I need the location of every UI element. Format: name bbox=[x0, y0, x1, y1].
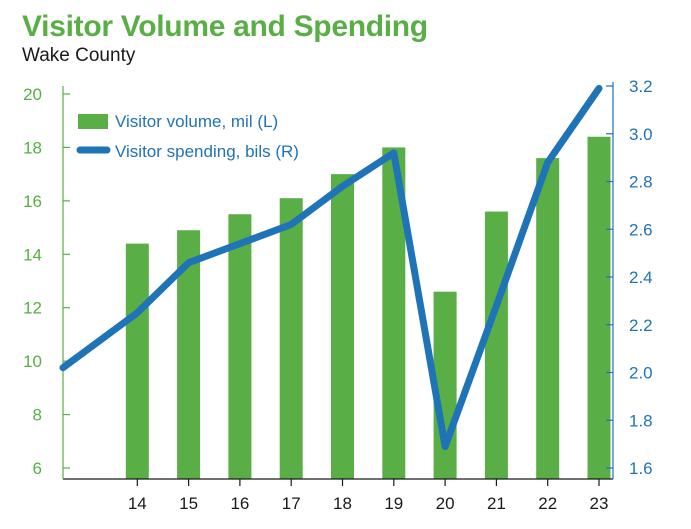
x-tick-label-15: 15 bbox=[179, 494, 198, 513]
bar-volume-19 bbox=[382, 147, 406, 479]
x-tick-label-22: 22 bbox=[538, 494, 557, 513]
left-tick-label-6: 6 bbox=[33, 459, 42, 478]
legend-label-spending: Visitor spending, bils (R) bbox=[115, 142, 299, 161]
bar-volume-22 bbox=[536, 158, 560, 479]
chart-subtitle: Wake County bbox=[22, 45, 136, 66]
right-tick-label-2.0: 2.0 bbox=[629, 364, 653, 383]
right-tick-label-3.0: 3.0 bbox=[629, 125, 653, 144]
x-tick-label-18: 18 bbox=[333, 494, 352, 513]
x-tick-label-16: 16 bbox=[230, 494, 249, 513]
bar-volume-21 bbox=[484, 211, 508, 480]
x-tick-label-20: 20 bbox=[436, 494, 455, 513]
right-tick-label-3.2: 3.2 bbox=[629, 77, 653, 96]
left-tick-label-12: 12 bbox=[23, 299, 42, 318]
x-tick-label-21: 21 bbox=[487, 494, 506, 513]
chart-title: Visitor Volume and Spending bbox=[22, 10, 428, 43]
right-tick-label-2.4: 2.4 bbox=[629, 268, 653, 287]
legend-label-volume: Visitor volume, mil (L) bbox=[115, 112, 278, 131]
right-tick-label-2.2: 2.2 bbox=[629, 316, 653, 335]
right-tick-label-2.6: 2.6 bbox=[629, 220, 653, 239]
bar-volume-17 bbox=[279, 198, 303, 479]
right-tick-label-1.6: 1.6 bbox=[629, 459, 653, 478]
left-tick-label-10: 10 bbox=[23, 352, 42, 371]
bar-volume-23 bbox=[587, 136, 611, 479]
left-tick-label-18: 18 bbox=[23, 138, 42, 157]
right-tick-label-1.8: 1.8 bbox=[629, 411, 653, 430]
right-tick-label-2.8: 2.8 bbox=[629, 173, 653, 192]
bar-volume-15 bbox=[177, 230, 201, 479]
bar-volume-18 bbox=[331, 174, 354, 479]
x-tick-label-17: 17 bbox=[282, 494, 301, 513]
x-tick-label-23: 23 bbox=[590, 494, 609, 513]
bar-volume-16 bbox=[228, 214, 252, 479]
x-tick-label-14: 14 bbox=[128, 494, 147, 513]
legend-swatch-volume bbox=[78, 114, 108, 129]
left-tick-label-20: 20 bbox=[23, 85, 42, 104]
bar-volume-14 bbox=[125, 243, 149, 479]
left-tick-label-16: 16 bbox=[23, 192, 42, 211]
x-tick-label-19: 19 bbox=[384, 494, 403, 513]
left-tick-label-8: 8 bbox=[33, 406, 42, 425]
left-tick-label-14: 14 bbox=[23, 245, 42, 264]
